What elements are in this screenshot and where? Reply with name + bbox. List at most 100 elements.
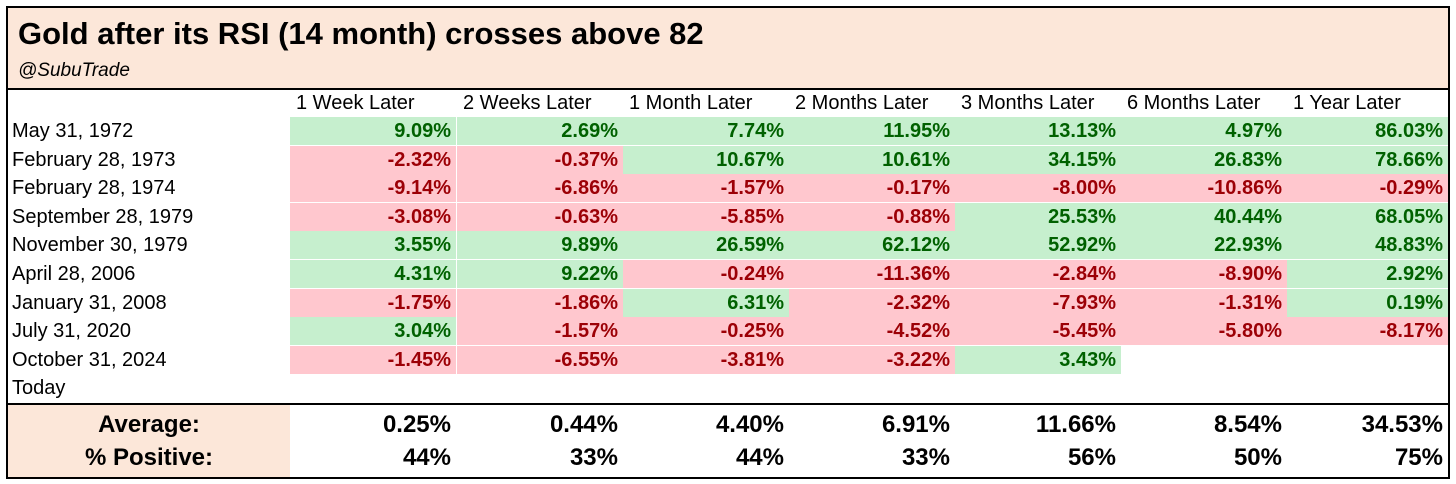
return-cell: 40.44% [1121, 202, 1287, 231]
return-cell: -2.32% [290, 145, 456, 174]
row-date-label: May 31, 1972 [12, 120, 134, 142]
return-cell: 78.66% [1287, 145, 1448, 174]
return-cell [1121, 374, 1287, 402]
return-cell: 7.74% [623, 117, 789, 145]
row-date-label: April 28, 2006 [12, 263, 136, 285]
return-cell: 26.83% [1121, 145, 1287, 174]
return-cell: 3.43% [955, 345, 1121, 374]
return-cell: 9.09% [290, 117, 456, 145]
return-cell: 10.61% [789, 145, 955, 174]
return-cell: -2.32% [789, 288, 955, 317]
return-cell [1287, 374, 1448, 402]
return-cell: 4.97% [1121, 117, 1287, 145]
return-cell [955, 374, 1121, 402]
return-cell: -8.17% [1287, 317, 1448, 346]
return-cell: -8.90% [1121, 260, 1287, 288]
return-cell: 26.59% [623, 231, 789, 260]
return-cell: 6.31% [623, 288, 789, 317]
return-cell: -1.45% [290, 345, 456, 374]
row-date-label: September 28, 1979 [12, 205, 194, 228]
summary-value: 4.40% [715, 411, 784, 438]
return-cell: -0.24% [623, 260, 789, 288]
summary-label-panel [8, 405, 290, 477]
return-cell: -0.29% [1287, 174, 1448, 203]
summary-value: 0.25% [382, 411, 451, 438]
row-date-label: February 28, 1974 [12, 177, 176, 200]
return-cell: 48.83% [1287, 231, 1448, 260]
return-cell: -1.31% [1121, 288, 1287, 317]
return-cell: -3.81% [623, 345, 789, 374]
return-cell: 52.92% [955, 231, 1121, 260]
column-header: 1 Month Later [629, 92, 753, 114]
return-cell: -10.86% [1121, 174, 1287, 203]
return-cell: 13.13% [955, 117, 1121, 145]
return-cell: 9.22% [457, 260, 623, 288]
return-cell: -8.00% [955, 174, 1121, 203]
column-header: 2 Months Later [795, 92, 929, 114]
return-cell: -0.25% [623, 317, 789, 346]
return-cell: -7.93% [955, 288, 1121, 317]
return-cell: 34.15% [955, 145, 1121, 174]
return-cell [1287, 346, 1448, 374]
return-cell: -6.86% [457, 174, 623, 203]
summary-value: 33% [901, 444, 950, 471]
return-cell [623, 374, 789, 402]
summary-value: 44% [735, 444, 784, 471]
return-cell: 4.31% [290, 260, 456, 288]
return-cell: 3.04% [290, 317, 456, 346]
return-cell: -0.88% [789, 202, 955, 231]
column-header: 6 Months Later [1127, 92, 1261, 114]
summary-value: 34.53% [1361, 411, 1443, 438]
summary-value: 0.44% [549, 411, 618, 438]
summary-value: 56% [1067, 444, 1116, 471]
row-date-label: February 28, 1973 [12, 148, 176, 171]
row-date-label: July 31, 2020 [12, 320, 131, 343]
return-cell: -5.80% [1121, 317, 1287, 346]
return-cell: -0.63% [457, 202, 623, 231]
column-header: 3 Months Later [961, 92, 1095, 114]
return-cell [457, 374, 623, 402]
summary-value: 8.54% [1213, 411, 1282, 438]
return-cell: 2.69% [457, 117, 623, 145]
return-cell: 11.95% [789, 117, 955, 145]
row-date-label: January 31, 2008 [12, 291, 167, 314]
return-cell: -3.08% [290, 202, 456, 231]
summary-value: 33% [569, 444, 618, 471]
return-cell: -9.14% [290, 174, 456, 203]
summary-label: % Positive: [84, 444, 214, 471]
return-cell: 22.93% [1121, 231, 1287, 260]
return-cell [290, 374, 456, 402]
return-cell: -1.86% [457, 288, 623, 317]
column-header: 1 Week Later [296, 92, 415, 114]
return-cell: -2.84% [955, 260, 1121, 288]
return-cell: 9.89% [457, 231, 623, 260]
summary-value: 50% [1233, 444, 1282, 471]
return-cell: 10.67% [623, 145, 789, 174]
return-cell: 25.53% [955, 202, 1121, 231]
summary-label: Average: [98, 411, 200, 438]
return-cell: 86.03% [1287, 117, 1448, 145]
summary-value: 75% [1394, 444, 1443, 471]
return-cell: -6.55% [457, 345, 623, 374]
return-cell: -5.45% [955, 317, 1121, 346]
row-date-label: November 30, 1979 [12, 234, 188, 257]
return-cell: -1.57% [457, 317, 623, 346]
table-title: Gold after its RSI (14 month) crosses ab… [18, 16, 704, 51]
summary-divider [8, 403, 1448, 405]
return-cell: 68.05% [1287, 202, 1448, 231]
return-cell: -4.52% [789, 317, 955, 346]
return-cell [789, 374, 955, 402]
return-cell: 62.12% [789, 231, 955, 260]
column-header: 2 Weeks Later [463, 92, 592, 114]
return-cell: 2.92% [1287, 260, 1448, 288]
return-cell: 3.55% [290, 231, 456, 260]
summary-value: 44% [402, 444, 451, 471]
return-cell: -3.22% [789, 345, 955, 374]
row-date-label: October 31, 2024 [12, 348, 167, 371]
table-header: Gold after its RSI (14 month) crosses ab… [8, 8, 1448, 90]
return-cell: -1.57% [623, 174, 789, 203]
return-cell: -11.36% [789, 260, 955, 288]
return-cell: -5.85% [623, 202, 789, 231]
return-cell: 0.19% [1287, 288, 1448, 317]
summary-value: 11.66% [1035, 411, 1116, 438]
